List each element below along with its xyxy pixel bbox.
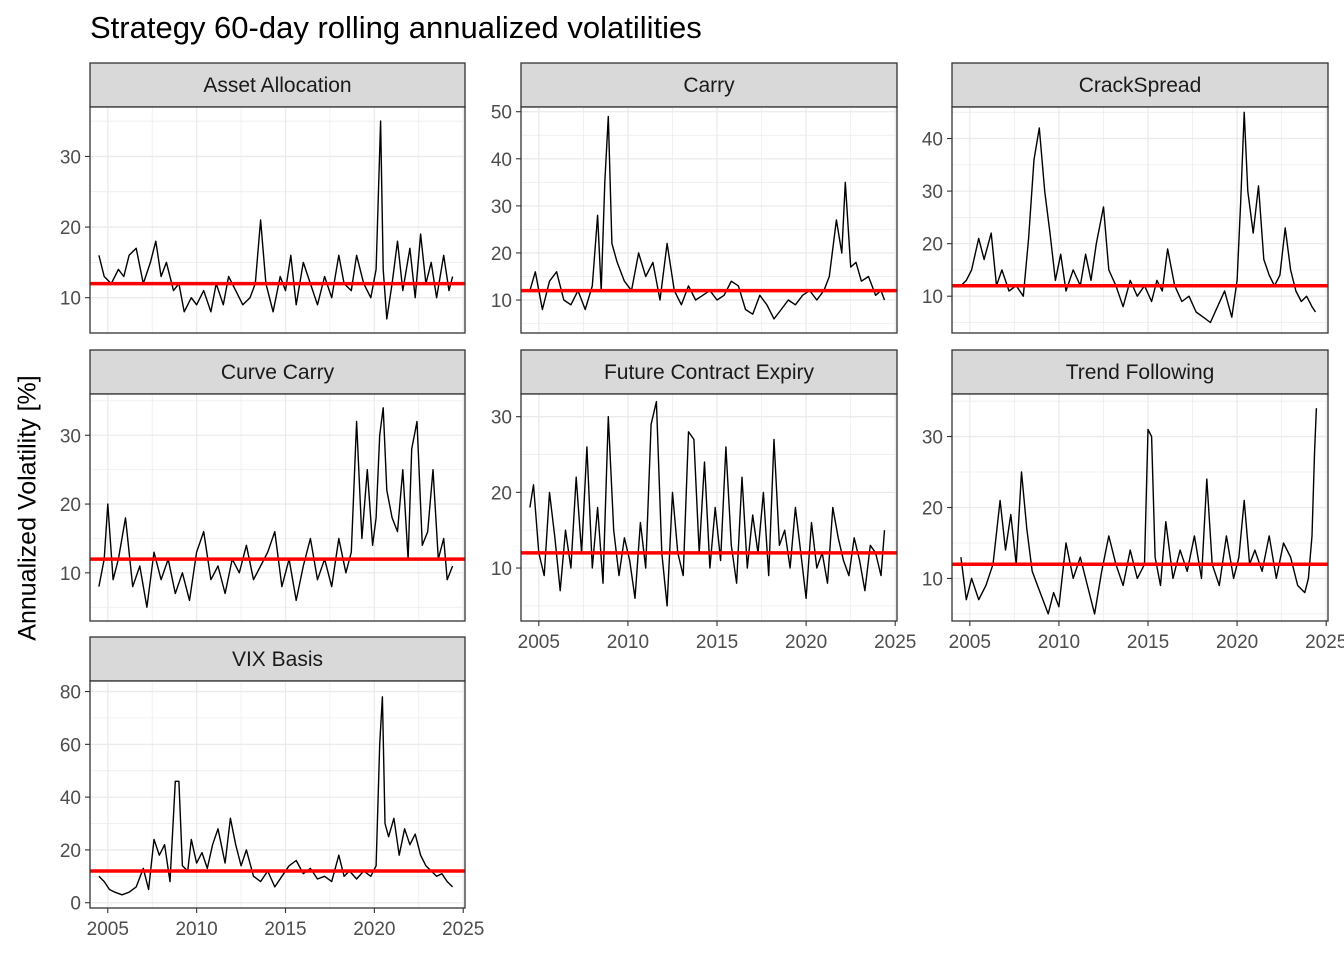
panel-background — [521, 394, 897, 621]
facet-strip-label: Carry — [683, 74, 735, 97]
y-tick-label: 40 — [60, 788, 81, 809]
panel-background — [90, 394, 465, 621]
x-tick-label: 2025 — [1305, 632, 1344, 653]
panel-border — [520, 393, 898, 622]
panel-border — [520, 106, 898, 334]
facet-strip — [520, 62, 898, 108]
facet-crackspread: CrackSpread 10 20 30 40 — [922, 62, 1329, 334]
x-tick-label: 2005 — [87, 919, 129, 940]
y-tick-label: 20 — [491, 244, 512, 265]
y-tick-label: 10 — [60, 289, 81, 310]
panel-content — [952, 394, 1328, 621]
facet-strip-label: CrackSpread — [1079, 74, 1202, 97]
y-tick-label: 30 — [922, 428, 943, 449]
facet-strip-label: VIX Basis — [232, 648, 323, 671]
volatility-line — [529, 400, 886, 607]
facet-strip — [89, 349, 466, 395]
panel-background — [90, 107, 465, 333]
facet-carry: Carry 10 20 30 40 50 — [491, 62, 898, 334]
x-tick-label: 2010 — [607, 632, 649, 653]
x-tick-label: 2010 — [1038, 632, 1080, 653]
x-tick-label: 2015 — [264, 919, 306, 940]
facet-future-contract-expiry: Future Contract Expiry 10 20 30 2005 2010 2015… — [491, 349, 916, 653]
facet-strip-label: Curve Carry — [221, 361, 335, 384]
x-tick-label: 2025 — [874, 632, 916, 653]
facet-strip — [89, 62, 466, 108]
facet-strip — [520, 349, 898, 395]
y-tick-label: 60 — [60, 735, 81, 756]
y-tick-label: 20 — [922, 235, 943, 256]
y-tick-label: 10 — [491, 559, 512, 580]
y-tick-label: 80 — [60, 683, 81, 704]
y-tick-label: 40 — [922, 130, 943, 151]
panel-content — [90, 107, 465, 333]
panel-content — [90, 681, 465, 908]
y-tick-label: 0 — [70, 894, 81, 915]
x-tick-label: 2015 — [1127, 632, 1169, 653]
y-tick-label: 20 — [491, 483, 512, 504]
y-tick-label: 10 — [922, 287, 943, 308]
volatility-line — [529, 115, 886, 320]
facet-strip — [951, 62, 1329, 108]
y-tick-label: 20 — [60, 495, 81, 516]
panel-background — [521, 107, 897, 333]
y-tick-label: 10 — [60, 564, 81, 585]
facet-asset-allocation: Asset Allocation 10 20 30 — [60, 62, 466, 334]
x-tick-label: 2015 — [696, 632, 738, 653]
chart-title: Strategy 60-day rolling annualized volat… — [90, 10, 702, 45]
x-tick-label: 2025 — [442, 919, 484, 940]
facet-vix-basis: VIX Basis 0 20 40 60 80 2005 2010 2015 2020 2025 — [60, 636, 484, 940]
facet-strip-label: Trend Following — [1066, 361, 1215, 384]
y-tick-label: 10 — [922, 569, 943, 590]
x-tick-label: 2005 — [949, 632, 991, 653]
facet-trend-following: Trend Following 10 20 30 2005 2010 2015 2020 202… — [922, 349, 1344, 653]
panel-content — [521, 107, 897, 333]
facet-curve-carry: Curve Carry 10 20 30 — [60, 349, 466, 622]
panel-border — [951, 106, 1329, 334]
y-tick-label: 10 — [491, 291, 512, 312]
y-tick-label: 30 — [60, 147, 81, 168]
panel-border — [89, 393, 466, 622]
y-tick-label: 30 — [60, 426, 81, 447]
facet-strip-label: Future Contract Expiry — [604, 361, 815, 384]
x-tick-label: 2020 — [1216, 632, 1258, 653]
facet-strip — [89, 636, 466, 682]
y-tick-label: 50 — [491, 103, 512, 124]
panel-border — [89, 680, 466, 909]
x-tick-label: 2005 — [518, 632, 560, 653]
y-tick-label: 40 — [491, 150, 512, 171]
panel-border — [89, 106, 466, 334]
x-tick-label: 2010 — [175, 919, 217, 940]
panel-content — [521, 394, 897, 621]
y-tick-label: 20 — [60, 218, 81, 239]
x-tick-label: 2020 — [785, 632, 827, 653]
panel-background — [952, 107, 1328, 333]
y-tick-label: 20 — [60, 841, 81, 862]
panel-content — [952, 107, 1328, 333]
y-tick-label: 30 — [491, 197, 512, 218]
volatility-line — [98, 407, 454, 608]
panel-background — [90, 681, 465, 908]
y-tick-label: 30 — [922, 182, 943, 203]
x-tick-label: 2020 — [353, 919, 395, 940]
y-tick-label: 20 — [922, 499, 943, 520]
facet-strip-label: Asset Allocation — [203, 74, 351, 97]
y-tick-label: 30 — [491, 408, 512, 429]
panel-content — [90, 394, 465, 621]
volatility-line — [98, 696, 454, 896]
